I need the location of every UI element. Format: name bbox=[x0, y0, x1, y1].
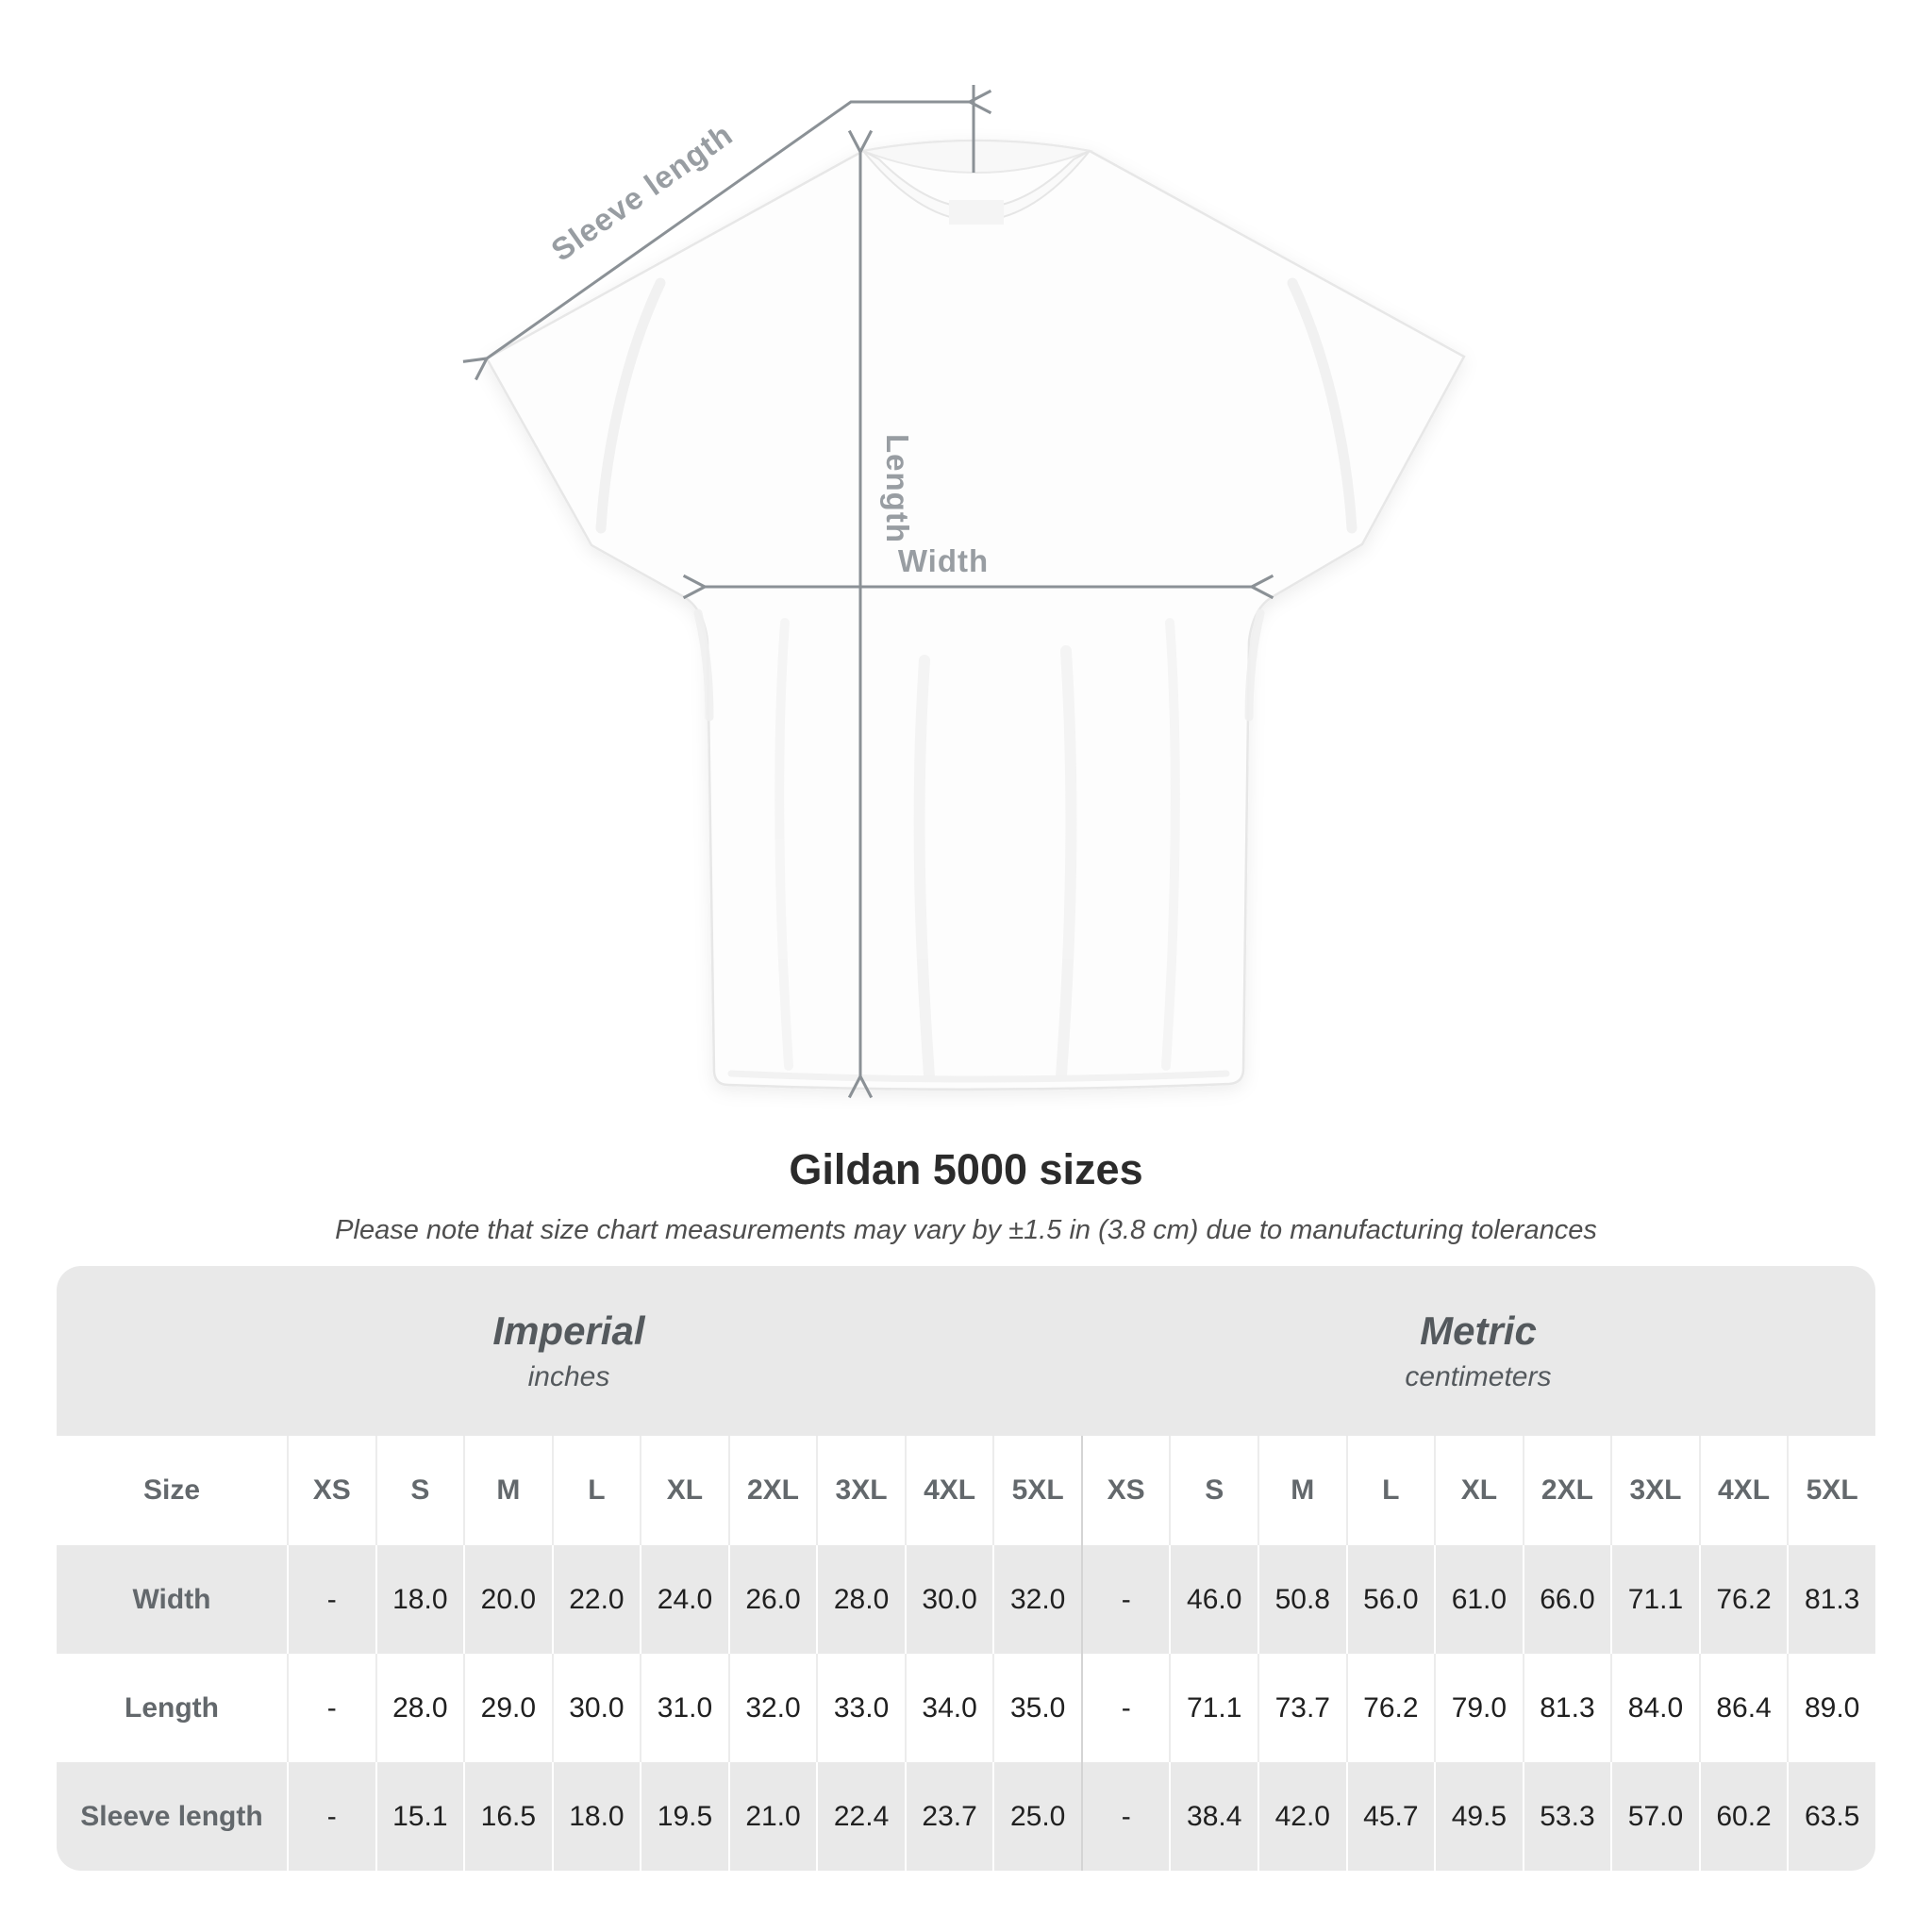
width-label: Width bbox=[898, 543, 989, 578]
cell: 22.4 bbox=[816, 1762, 905, 1871]
size-table: Imperial inches Metric centimeters Size … bbox=[57, 1266, 1875, 1871]
group-imperial-label: Imperial bbox=[492, 1307, 645, 1353]
cell: 20.0 bbox=[463, 1545, 552, 1654]
col-metric-l: L bbox=[1345, 1436, 1435, 1545]
cell: - bbox=[1080, 1762, 1170, 1871]
cell: 15.1 bbox=[375, 1762, 464, 1871]
cell: 61.0 bbox=[1434, 1545, 1523, 1654]
size-header: Size bbox=[57, 1436, 287, 1545]
cell: 29.0 bbox=[463, 1654, 552, 1762]
cell: 30.0 bbox=[551, 1654, 641, 1762]
size-table-grid: Imperial inches Metric centimeters Size … bbox=[57, 1266, 1875, 1871]
cell: 24.0 bbox=[640, 1545, 728, 1654]
cell: 25.0 bbox=[992, 1762, 1081, 1871]
col-imperial-xs: XS bbox=[287, 1436, 375, 1545]
cell: 19.5 bbox=[640, 1762, 728, 1871]
cell: 71.1 bbox=[1169, 1654, 1257, 1762]
cell: 89.0 bbox=[1787, 1654, 1875, 1762]
group-imperial-unit: inches bbox=[527, 1361, 610, 1393]
col-imperial-2xl: 2XL bbox=[727, 1436, 817, 1545]
cell: 84.0 bbox=[1610, 1654, 1699, 1762]
group-imperial: Imperial inches bbox=[57, 1266, 1081, 1436]
cell: 26.0 bbox=[727, 1545, 817, 1654]
col-metric-5xl: 5XL bbox=[1787, 1436, 1875, 1545]
size-header-row: Size XS S M L XL 2XL 3XL 4XL 5XL XS S M … bbox=[57, 1436, 1875, 1545]
sleeve-length-arrow bbox=[487, 102, 970, 358]
cell: - bbox=[1080, 1545, 1170, 1654]
table-row-sleeve-length: Sleeve length - 15.1 16.5 18.0 19.5 21.0… bbox=[57, 1762, 1875, 1871]
cell: 23.7 bbox=[904, 1762, 993, 1871]
tshirt-graphic bbox=[485, 139, 1466, 1091]
cell: 32.0 bbox=[992, 1545, 1081, 1654]
col-metric-s: S bbox=[1169, 1436, 1258, 1545]
col-imperial-xl: XL bbox=[640, 1436, 728, 1545]
cell: 42.0 bbox=[1257, 1762, 1346, 1871]
cell: 28.0 bbox=[816, 1545, 905, 1654]
cell: 38.4 bbox=[1169, 1762, 1258, 1871]
col-metric-m: M bbox=[1257, 1436, 1346, 1545]
cell: 57.0 bbox=[1610, 1762, 1699, 1871]
cell: 76.2 bbox=[1698, 1545, 1788, 1654]
cell: - bbox=[287, 1545, 375, 1654]
cell: 46.0 bbox=[1169, 1545, 1258, 1654]
cell: 22.0 bbox=[551, 1545, 641, 1654]
col-metric-2xl: 2XL bbox=[1522, 1436, 1611, 1545]
col-metric-xs: XS bbox=[1080, 1436, 1170, 1545]
neck-tag bbox=[949, 200, 1004, 225]
cell: 56.0 bbox=[1345, 1545, 1435, 1654]
tshirt-measurement-diagram: Sleeve length Length Width bbox=[0, 85, 1466, 1132]
cell: 63.5 bbox=[1787, 1762, 1875, 1871]
cell: - bbox=[287, 1654, 375, 1762]
col-metric-3xl: 3XL bbox=[1610, 1436, 1699, 1545]
cell: 16.5 bbox=[463, 1762, 552, 1871]
group-metric: Metric centimeters bbox=[1080, 1266, 1875, 1436]
group-metric-unit: centimeters bbox=[1405, 1361, 1552, 1393]
row-label-width: Width bbox=[57, 1545, 287, 1654]
col-metric-xl: XL bbox=[1434, 1436, 1523, 1545]
cell: - bbox=[287, 1762, 375, 1871]
cell: 21.0 bbox=[727, 1762, 817, 1871]
unit-group-row: Imperial inches Metric centimeters bbox=[57, 1266, 1875, 1436]
col-imperial-m: M bbox=[463, 1436, 552, 1545]
cell: 73.7 bbox=[1257, 1654, 1346, 1762]
cell: 76.2 bbox=[1345, 1654, 1435, 1762]
page-subtitle: Please note that size chart measurements… bbox=[335, 1215, 1597, 1245]
col-imperial-5xl: 5XL bbox=[992, 1436, 1081, 1545]
cell: 45.7 bbox=[1345, 1762, 1435, 1871]
cell: 86.4 bbox=[1698, 1654, 1788, 1762]
row-label-sleeve-length: Sleeve length bbox=[57, 1762, 287, 1871]
row-label-length: Length bbox=[125, 1691, 219, 1724]
col-imperial-4xl: 4XL bbox=[904, 1436, 993, 1545]
cell: 81.3 bbox=[1522, 1654, 1611, 1762]
table-row-length: Length - 28.0 29.0 30.0 31.0 32.0 33.0 3… bbox=[57, 1654, 1875, 1762]
length-label: Length bbox=[880, 434, 915, 543]
col-metric-4xl: 4XL bbox=[1698, 1436, 1788, 1545]
col-imperial-3xl: 3XL bbox=[816, 1436, 905, 1545]
cell: 34.0 bbox=[904, 1654, 993, 1762]
cell: 79.0 bbox=[1434, 1654, 1523, 1762]
col-imperial-s: S bbox=[375, 1436, 464, 1545]
table-row-width: Width - 18.0 20.0 22.0 24.0 26.0 28.0 30… bbox=[57, 1545, 1875, 1654]
cell: 18.0 bbox=[551, 1762, 641, 1871]
cell: 28.0 bbox=[375, 1654, 464, 1762]
cell: 31.0 bbox=[640, 1654, 728, 1762]
cell: 49.5 bbox=[1434, 1762, 1523, 1871]
page-title: Gildan 5000 sizes bbox=[789, 1145, 1143, 1193]
cell: 30.0 bbox=[904, 1545, 993, 1654]
group-metric-label: Metric bbox=[1420, 1307, 1537, 1353]
cell: 35.0 bbox=[992, 1654, 1081, 1762]
cell: 81.3 bbox=[1787, 1545, 1875, 1654]
cell: 32.0 bbox=[727, 1654, 817, 1762]
cell: - bbox=[1080, 1654, 1170, 1762]
cell: 60.2 bbox=[1698, 1762, 1788, 1871]
cell: 33.0 bbox=[816, 1654, 905, 1762]
col-imperial-l: L bbox=[551, 1436, 641, 1545]
cell: 66.0 bbox=[1522, 1545, 1611, 1654]
cell: 71.1 bbox=[1610, 1545, 1699, 1654]
cell: 53.3 bbox=[1522, 1762, 1611, 1871]
cell: 50.8 bbox=[1257, 1545, 1346, 1654]
cell: 18.0 bbox=[375, 1545, 464, 1654]
